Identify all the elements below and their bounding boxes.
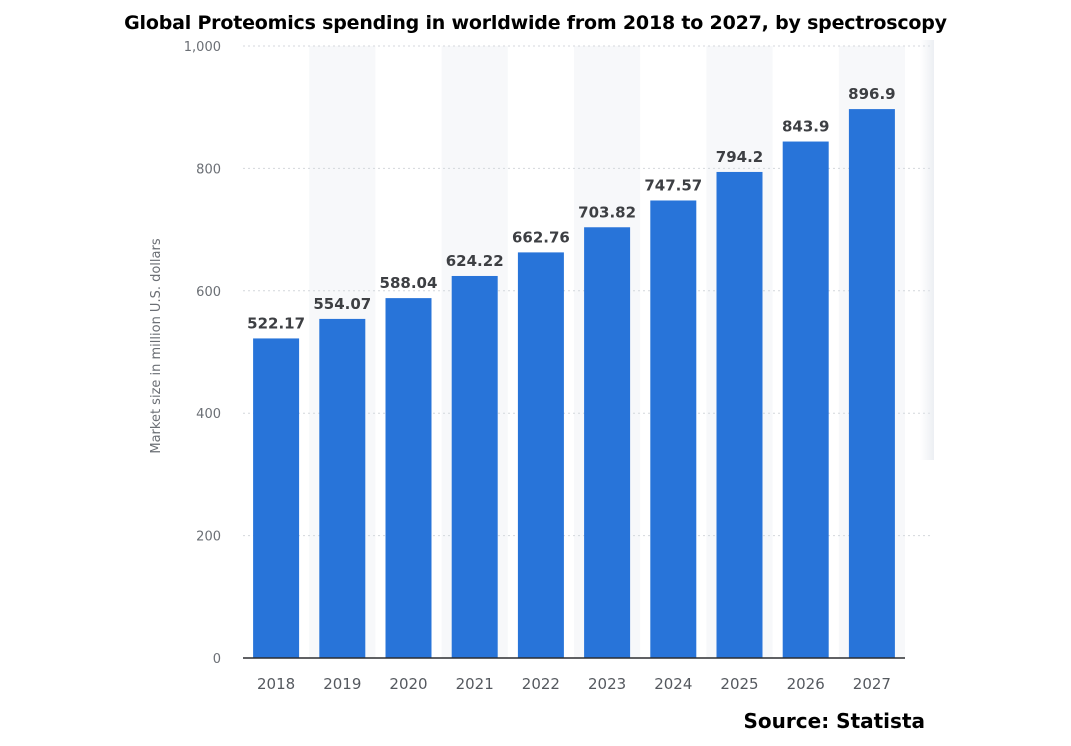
bar [584,227,631,659]
bar [253,338,300,658]
x-tick-label: 2020 [389,675,427,693]
x-tick-label: 2023 [588,675,626,693]
y-axis-ticks: 0 200 400 600 800 1,000 [184,40,221,667]
bar [848,109,895,659]
x-tick-label: 2019 [323,675,361,693]
x-tick-label: 2018 [257,675,295,693]
data-label: 522.17 [247,314,305,332]
bar [385,298,432,658]
x-tick-label: 2024 [654,675,692,693]
x-tick-label: 2026 [787,675,825,693]
y-axis-label: Market size in million U.S. dollars [149,238,164,453]
x-tick-label: 2021 [456,675,494,693]
data-label: 747.57 [644,176,702,194]
x-tick-label: 2027 [853,675,891,693]
y-tick-label: 0 [213,652,221,667]
x-axis-ticks: 2018 2019 2020 2021 2022 2023 2024 2025 2026 2027 [257,675,891,693]
data-label: 703.82 [578,203,636,221]
bar [451,275,498,658]
data-label: 588.04 [380,274,438,292]
y-tick-label: 400 [196,407,221,422]
bar [716,171,763,659]
bar [517,252,564,659]
data-label: 843.9 [782,118,829,136]
bar [650,200,697,658]
y-tick-label: 200 [196,530,221,545]
x-tick-label: 2025 [720,675,758,693]
bar [319,318,366,658]
data-label: 624.22 [446,252,504,270]
data-label: 896.9 [848,85,895,103]
y-tick-label: 1,000 [184,40,221,55]
bar [782,141,829,658]
chart-title: Global Proteomics spending in worldwide … [124,12,947,34]
y-tick-label: 600 [196,285,221,300]
data-label: 554.07 [313,295,371,313]
data-labels: 522.17 554.07 588.04 624.22 662.76 703.82 747.… [247,85,895,332]
y-tick-label: 800 [196,162,221,177]
bars [253,109,895,659]
right-edge-shading [920,40,934,460]
x-tick-label: 2022 [522,675,560,693]
data-label: 662.76 [512,228,570,246]
source-note: Source: Statista [743,709,925,733]
data-label: 794.2 [716,148,763,166]
